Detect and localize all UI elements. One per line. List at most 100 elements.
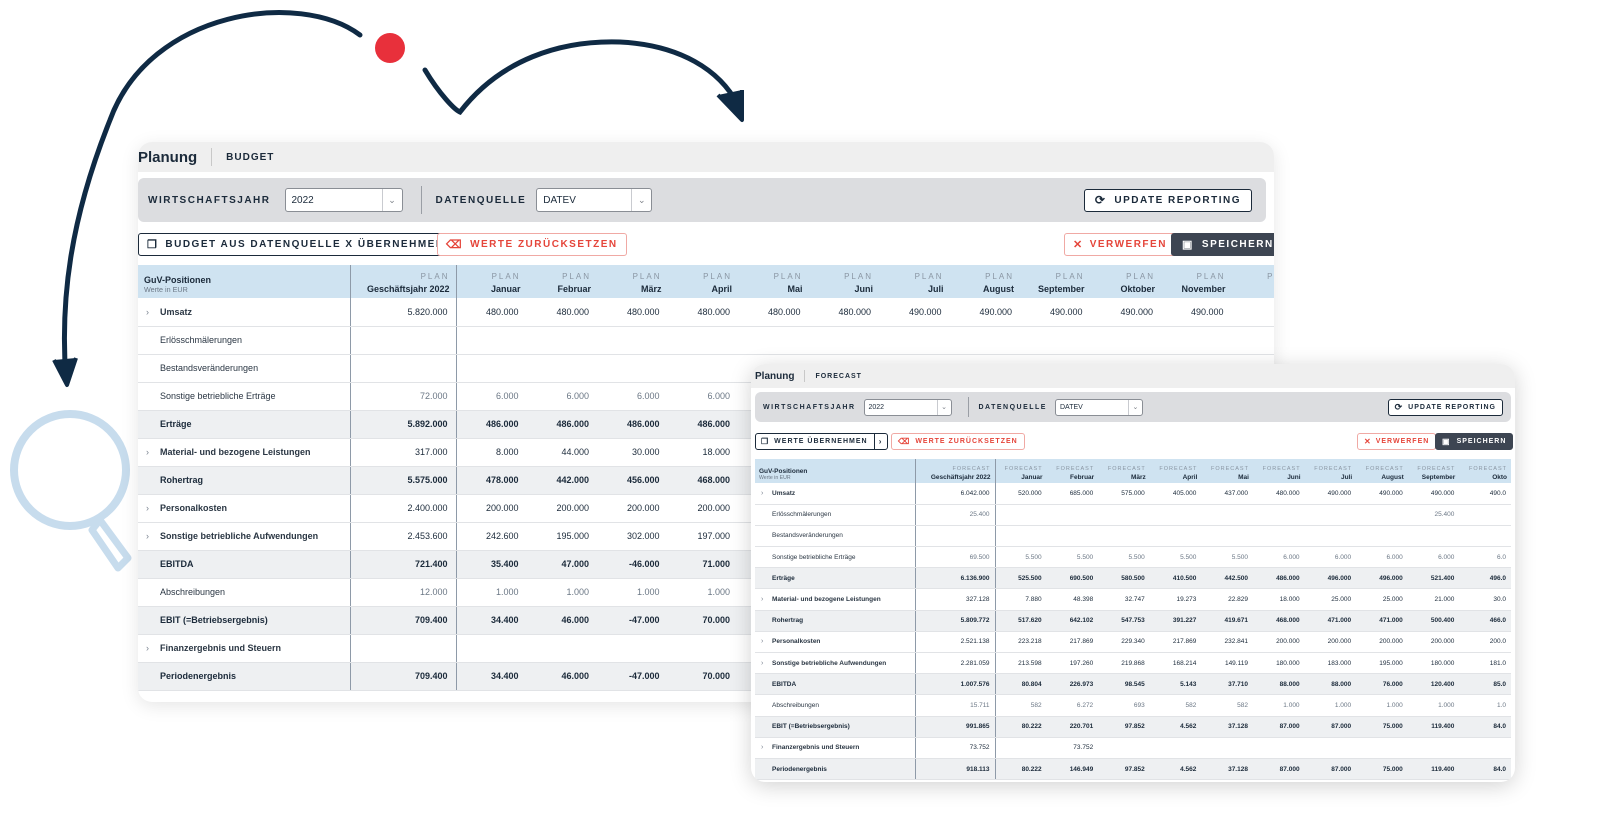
- month-value-cell[interactable]: 480.000: [808, 298, 879, 327]
- source-select[interactable]: DATEV ⌄: [1054, 398, 1143, 416]
- month-value-cell[interactable]: 1.000: [1407, 694, 1460, 717]
- month-value-cell[interactable]: -47.000: [597, 662, 668, 691]
- chevron-right-icon[interactable]: ›: [761, 596, 764, 604]
- month-value-cell[interactable]: 46.000: [526, 662, 597, 691]
- month-value-cell[interactable]: 200.0: [1459, 631, 1511, 654]
- month-value-cell[interactable]: 88.000: [1304, 673, 1357, 696]
- month-value-cell[interactable]: 200.000: [1304, 631, 1357, 654]
- month-value-cell[interactable]: 200.000: [1407, 631, 1460, 654]
- month-value-cell[interactable]: 37.710: [1201, 673, 1253, 696]
- table-row[interactable]: › Umsatz 5.820.000 480.000 480.000 480.000 480…: [138, 298, 1274, 327]
- month-value-cell[interactable]: 229.340: [1098, 631, 1150, 654]
- month-value-cell[interactable]: 80.222: [995, 716, 1047, 738]
- month-value-cell[interactable]: [995, 504, 1047, 526]
- month-value-cell[interactable]: 1.000: [526, 578, 597, 607]
- month-value-cell[interactable]: 34.400: [456, 606, 527, 635]
- month-value-cell[interactable]: 525.500: [995, 567, 1047, 590]
- month-value-cell[interactable]: 486.000: [456, 410, 527, 439]
- year-total-cell[interactable]: 6.136.900: [914, 567, 996, 590]
- month-value-cell[interactable]: [879, 326, 950, 355]
- month-value-cell[interactable]: 195.000: [1356, 652, 1408, 675]
- month-value-cell[interactable]: 480.000: [1252, 483, 1305, 505]
- year-total-cell[interactable]: 1.007.576: [914, 673, 996, 696]
- month-value-cell[interactable]: [597, 354, 668, 383]
- month-value-cell[interactable]: 5.500: [1201, 546, 1253, 569]
- month-value-cell[interactable]: [667, 634, 738, 663]
- month-value-cell[interactable]: 200.000: [667, 494, 738, 523]
- month-value-cell[interactable]: 5.500: [1098, 546, 1150, 569]
- month-value-cell[interactable]: [526, 354, 597, 383]
- month-value-cell[interactable]: 25.400: [1407, 504, 1460, 526]
- month-value-cell[interactable]: 168.214: [1149, 652, 1202, 675]
- month-value-cell[interactable]: 80.222: [995, 758, 1047, 781]
- month-value-cell[interactable]: [526, 326, 597, 355]
- month-value-cell[interactable]: 18.000: [1252, 588, 1305, 611]
- month-value-cell[interactable]: 6.000: [1304, 546, 1357, 569]
- month-value-cell[interactable]: 149.119: [1201, 652, 1253, 675]
- year-total-cell[interactable]: 5.809.772: [914, 610, 996, 632]
- month-value-cell[interactable]: [1459, 504, 1511, 526]
- month-value-cell[interactable]: 471.000: [1356, 610, 1408, 632]
- month-value-cell[interactable]: 19.273: [1149, 588, 1202, 611]
- year-total-cell[interactable]: 2.281.059: [914, 652, 996, 675]
- month-value-cell[interactable]: 37.128: [1201, 716, 1253, 738]
- month-value-cell[interactable]: [1304, 525, 1357, 548]
- month-value-cell[interactable]: 220.701: [1046, 716, 1099, 738]
- month-value-cell[interactable]: 490.000: [1161, 298, 1232, 327]
- year-total-cell[interactable]: 918.113: [914, 758, 996, 781]
- discard-button[interactable]: ✕ VERWERFEN: [1357, 433, 1437, 450]
- year-total-cell[interactable]: 709.400: [349, 662, 457, 691]
- month-value-cell[interactable]: 490.000: [1090, 298, 1161, 327]
- month-value-cell[interactable]: 437.000: [1201, 483, 1253, 505]
- month-value-cell[interactable]: [1252, 737, 1305, 759]
- month-value-cell[interactable]: 6.000: [456, 382, 527, 411]
- year-total-cell[interactable]: 12.000: [349, 578, 457, 607]
- month-value-cell[interactable]: 547.753: [1098, 610, 1150, 632]
- chevron-right-icon[interactable]: ›: [146, 503, 149, 513]
- year-total-cell[interactable]: 709.400: [349, 606, 457, 635]
- year-total-cell[interactable]: 73.752: [914, 737, 996, 759]
- month-value-cell[interactable]: 575.000: [1098, 483, 1150, 505]
- month-value-cell[interactable]: 200.000: [526, 494, 597, 523]
- month-value-cell[interactable]: [995, 525, 1047, 548]
- take-over-values-button[interactable]: ❐ WERTE ÜBERNEHMEN ›: [755, 433, 888, 450]
- discard-button[interactable]: ✕ VERWERFEN: [1064, 233, 1176, 256]
- month-value-cell[interactable]: [808, 326, 879, 355]
- month-value-cell[interactable]: 97.852: [1098, 716, 1150, 738]
- month-value-cell[interactable]: 4.562: [1149, 716, 1202, 738]
- month-value-cell[interactable]: 44.000: [526, 438, 597, 467]
- year-total-cell[interactable]: [914, 525, 996, 548]
- month-value-cell[interactable]: 219.868: [1098, 652, 1150, 675]
- month-value-cell[interactable]: 25.000: [1304, 588, 1357, 611]
- month-value-cell[interactable]: 181.0: [1459, 652, 1511, 675]
- month-value-cell[interactable]: 183.000: [1304, 652, 1357, 675]
- reset-values-button[interactable]: ⌫ WERTE ZURÜCKSETZEN: [437, 233, 627, 256]
- month-value-cell[interactable]: -47.000: [597, 606, 668, 635]
- month-value-cell[interactable]: [1407, 737, 1460, 759]
- month-value-cell[interactable]: 242.600: [456, 522, 527, 551]
- month-value-cell[interactable]: 302.000: [597, 522, 668, 551]
- save-button[interactable]: ▣ SPEICHERN: [1171, 233, 1274, 256]
- month-value-cell[interactable]: 496.000: [1356, 567, 1408, 590]
- chevron-right-icon[interactable]: ›: [761, 659, 764, 667]
- month-value-cell[interactable]: 490.0: [1459, 483, 1511, 505]
- month-value-cell[interactable]: 1.000: [667, 578, 738, 607]
- month-value-cell[interactable]: 70.000: [667, 606, 738, 635]
- update-reporting-button[interactable]: ⟳ UPDATE REPORTING: [1387, 398, 1503, 416]
- month-value-cell[interactable]: 47.000: [526, 550, 597, 579]
- month-value-cell[interactable]: 442.500: [1201, 567, 1253, 590]
- month-value-cell[interactable]: [1231, 326, 1274, 355]
- month-value-cell[interactable]: 410.500: [1149, 567, 1202, 590]
- year-total-cell[interactable]: 2.521.138: [914, 631, 996, 654]
- source-select[interactable]: DATEV ⌄: [536, 188, 653, 212]
- month-value-cell[interactable]: [1149, 737, 1202, 759]
- month-value-cell[interactable]: [995, 737, 1047, 759]
- reset-values-button[interactable]: ⌫ WERTE ZURÜCKSETZEN: [891, 433, 1025, 450]
- month-value-cell[interactable]: 34.400: [456, 662, 527, 691]
- chevron-right-icon[interactable]: ›: [761, 638, 764, 646]
- month-value-cell[interactable]: 30.000: [597, 438, 668, 467]
- year-total-cell[interactable]: 2.400.000: [349, 494, 457, 523]
- month-value-cell[interactable]: 405.000: [1149, 483, 1202, 505]
- month-value-cell[interactable]: 213.598: [995, 652, 1047, 675]
- month-value-cell[interactable]: 6.000: [1252, 546, 1305, 569]
